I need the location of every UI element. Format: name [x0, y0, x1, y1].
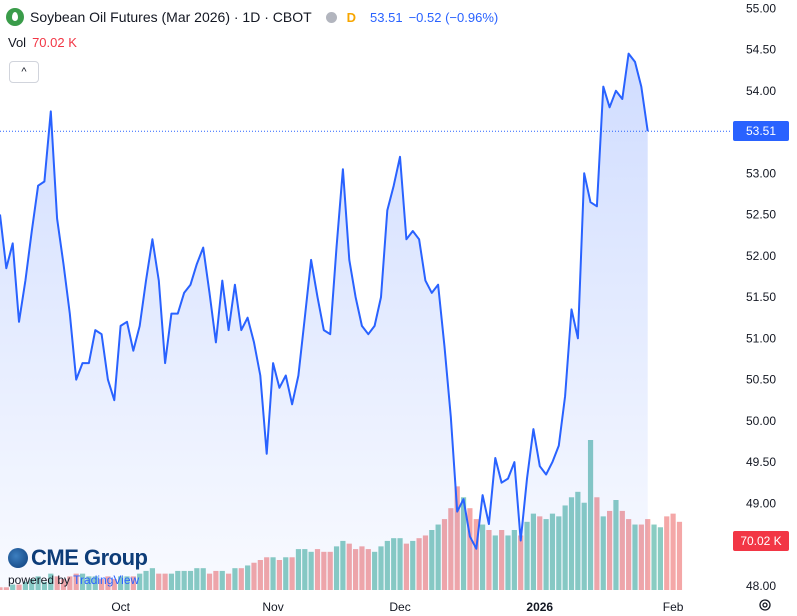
- powered-by[interactable]: powered by TradingView: [8, 573, 140, 587]
- x-tick-label: Feb: [663, 600, 684, 614]
- y-tick-label: 54.00: [746, 84, 776, 98]
- symbol-title[interactable]: Soybean Oil Futures (Mar 2026) · 1D · CB…: [30, 9, 312, 25]
- y-tick-label: 55.00: [746, 1, 776, 15]
- y-tick-label: 48.00: [746, 579, 776, 593]
- price-axis[interactable]: 55.0054.5054.0053.5053.0052.5052.0051.50…: [746, 1, 776, 593]
- volume-bar: [664, 516, 670, 590]
- cme-logo: CME Group: [31, 545, 148, 570]
- volume-bar: [651, 524, 657, 590]
- price-area-fill: [0, 53, 648, 591]
- branding: CME Group powered by TradingView: [8, 545, 148, 587]
- volume-label: Vol: [8, 35, 27, 50]
- y-tick-label: 52.50: [746, 208, 776, 222]
- collapse-legend-button[interactable]: ^: [9, 61, 39, 83]
- y-tick-label: 52.00: [746, 249, 776, 263]
- time-axis[interactable]: Oct Nov Dec 2026 Feb: [111, 600, 683, 614]
- x-tick-label: Oct: [111, 600, 130, 614]
- last-price-tag: 53.51: [733, 121, 789, 142]
- volume-bar: [657, 527, 663, 590]
- y-tick-label: 54.50: [746, 43, 776, 57]
- price-line: [0, 52, 649, 550]
- x-tick-label: 2026: [526, 600, 553, 614]
- cme-globe-icon: [8, 548, 28, 568]
- volume-bar: [670, 513, 676, 590]
- volume-legend: Vol 70.02 K: [8, 35, 77, 50]
- y-tick-label: 51.00: [746, 331, 776, 345]
- volume-value: 70.02 K: [32, 35, 77, 50]
- y-tick-label: 50.00: [746, 414, 776, 428]
- data-indicator-badge: D: [346, 9, 357, 25]
- x-tick-label: Nov: [262, 600, 283, 614]
- y-tick-label: 53.00: [746, 166, 776, 180]
- y-tick-label: 49.50: [746, 455, 776, 469]
- market-status-icon: [325, 11, 337, 23]
- soybean-oil-icon: [6, 8, 24, 26]
- last-volume-tag: 70.02 K: [733, 531, 789, 551]
- x-tick-label: Dec: [389, 600, 410, 614]
- last-price: 53.51: [370, 9, 403, 25]
- gear-icon[interactable]: [758, 598, 772, 612]
- price-change: −0.52 (−0.96%): [408, 9, 499, 25]
- y-tick-label: 51.50: [746, 290, 776, 304]
- chart-header: Soybean Oil Futures (Mar 2026) · 1D · CB…: [6, 6, 498, 28]
- y-tick-label: 49.00: [746, 496, 776, 510]
- chevron-up-icon: ^: [21, 66, 27, 78]
- y-tick-label: 50.50: [746, 373, 776, 387]
- volume-bar: [676, 521, 683, 590]
